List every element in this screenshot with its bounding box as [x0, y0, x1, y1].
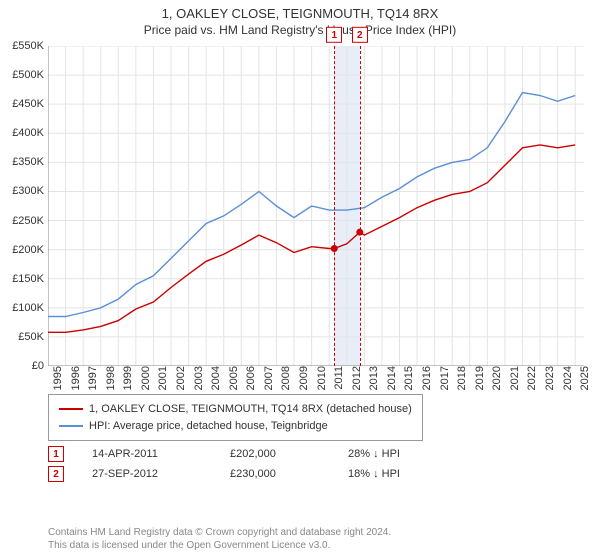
legend-swatch: [59, 408, 83, 410]
y-axis-label: £500K: [12, 69, 48, 81]
x-axis-label: 2017: [435, 366, 451, 390]
x-axis-label: 1999: [118, 366, 134, 390]
x-axis-label: 2022: [522, 366, 538, 390]
sale-price: £230,000: [230, 468, 320, 480]
x-axis-label: 2005: [224, 366, 240, 390]
x-axis-label: 2009: [294, 366, 310, 390]
sale-delta: 28% ↓ HPI: [348, 448, 400, 460]
sale-marker-line: [360, 46, 361, 366]
sale-row: 1 14-APR-2011 £202,000 28% ↓ HPI: [48, 444, 400, 464]
x-axis-label: 2019: [470, 366, 486, 390]
legend: 1, OAKLEY CLOSE, TEIGNMOUTH, TQ14 8RX (d…: [48, 394, 423, 441]
x-axis-label: 2024: [558, 366, 574, 390]
chart-svg: [48, 46, 584, 366]
x-axis-label: 2025: [575, 366, 591, 390]
x-axis-label: 2011: [329, 366, 345, 390]
sale-badge: 1: [48, 446, 64, 462]
price-chart: £0£50K£100K£150K£200K£250K£300K£350K£400…: [48, 46, 584, 366]
legend-label: 1, OAKLEY CLOSE, TEIGNMOUTH, TQ14 8RX (d…: [89, 401, 412, 418]
y-axis-label: £150K: [12, 273, 48, 285]
x-axis-label: 2000: [136, 366, 152, 390]
x-axis-label: 2023: [540, 366, 556, 390]
x-axis-label: 2018: [452, 366, 468, 390]
footer-line: This data is licensed under the Open Gov…: [48, 539, 391, 552]
y-axis-label: £550K: [12, 40, 48, 52]
x-axis-label: 2020: [487, 366, 503, 390]
sale-delta: 18% ↓ HPI: [348, 468, 400, 480]
legend-item: HPI: Average price, detached house, Teig…: [59, 418, 412, 435]
x-axis-label: 2006: [241, 366, 257, 390]
x-axis-label: 2008: [276, 366, 292, 390]
sale-badge: 1: [326, 27, 342, 43]
sale-row: 2 27-SEP-2012 £230,000 18% ↓ HPI: [48, 464, 400, 484]
y-axis-label: £300K: [12, 185, 48, 197]
page-subtitle: Price paid vs. HM Land Registry's House …: [0, 21, 600, 37]
sales-table: 1 14-APR-2011 £202,000 28% ↓ HPI 2 27-SEP-201…: [48, 444, 400, 484]
y-axis-label: £450K: [12, 98, 48, 110]
y-axis-label: £350K: [12, 156, 48, 168]
sale-price: £202,000: [230, 448, 320, 460]
x-axis-label: 2001: [153, 366, 169, 390]
x-axis-label: 1996: [66, 366, 82, 390]
x-axis-label: 2003: [189, 366, 205, 390]
y-axis-label: £200K: [12, 244, 48, 256]
sale-date: 14-APR-2011: [92, 448, 202, 460]
page-title: 1, OAKLEY CLOSE, TEIGNMOUTH, TQ14 8RX: [0, 0, 600, 21]
x-axis-label: 2021: [505, 366, 521, 390]
legend-label: HPI: Average price, detached house, Teig…: [89, 418, 328, 435]
sale-badge: 2: [352, 27, 368, 43]
y-axis-label: £400K: [12, 127, 48, 139]
x-axis-label: 1995: [48, 366, 64, 390]
sale-date: 27-SEP-2012: [92, 468, 202, 480]
y-axis-label: £100K: [12, 302, 48, 314]
sale-marker-line: [334, 46, 335, 366]
x-axis-label: 2002: [171, 366, 187, 390]
x-axis-label: 2012: [347, 366, 363, 390]
x-axis-label: 2014: [382, 366, 398, 390]
x-axis-label: 2004: [206, 366, 222, 390]
footer: Contains HM Land Registry data © Crown c…: [48, 526, 391, 552]
sale-badge: 2: [48, 466, 64, 482]
x-axis-label: 2016: [417, 366, 433, 390]
x-axis-label: 2013: [364, 366, 380, 390]
x-axis-label: 2015: [399, 366, 415, 390]
x-axis-label: 1997: [83, 366, 99, 390]
legend-swatch: [59, 425, 83, 427]
x-axis-label: 2010: [312, 366, 328, 390]
legend-item: 1, OAKLEY CLOSE, TEIGNMOUTH, TQ14 8RX (d…: [59, 401, 412, 418]
y-axis-label: £50K: [18, 331, 48, 343]
x-axis-label: 1998: [101, 366, 117, 390]
y-axis-label: £250K: [12, 215, 48, 227]
y-axis-label: £0: [32, 360, 48, 372]
footer-line: Contains HM Land Registry data © Crown c…: [48, 526, 391, 539]
x-axis-label: 2007: [259, 366, 275, 390]
